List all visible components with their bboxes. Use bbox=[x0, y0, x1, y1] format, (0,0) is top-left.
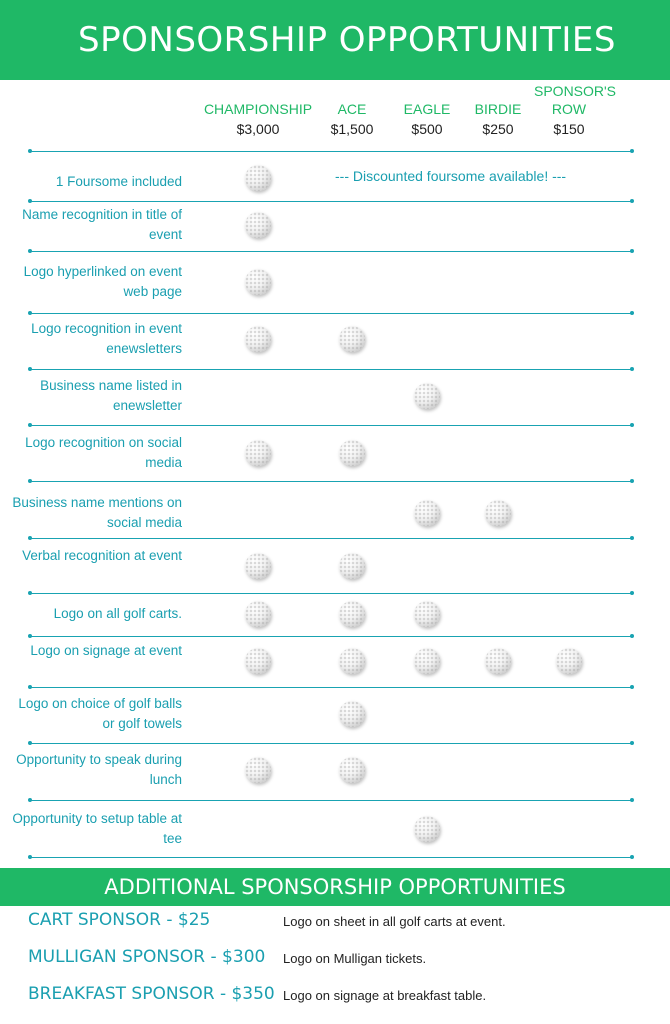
row-divider bbox=[28, 149, 634, 153]
row-divider bbox=[28, 798, 634, 802]
row-divider bbox=[28, 634, 634, 638]
golf-ball-icon bbox=[414, 383, 440, 409]
golf-ball-icon bbox=[245, 269, 271, 295]
golf-ball-icon bbox=[339, 757, 365, 783]
additional-sponsor-name: MULLIGAN SPONSOR - $300 bbox=[28, 947, 266, 967]
golf-ball-icon bbox=[414, 500, 440, 526]
tier-name: BIRDIE bbox=[474, 101, 522, 117]
golf-ball-icon bbox=[339, 648, 365, 674]
golf-ball-icon bbox=[414, 816, 440, 842]
additional-sponsor-description: Logo on signage at breakfast table. bbox=[283, 988, 487, 1003]
tier-column-header: EAGLE $500 bbox=[372, 100, 482, 138]
additional-banner: ADDITIONAL SPONSORSHIP OPPORTUNITIES bbox=[0, 868, 670, 906]
tier-column-header: CHAMPIONSHIP $3,000 bbox=[203, 100, 313, 138]
golf-ball-icon bbox=[414, 648, 440, 674]
tier-name: SPONSOR'S ROW bbox=[534, 83, 617, 117]
tier-name: ACE bbox=[337, 101, 367, 117]
header-banner: SPONSORSHIP OPPORTUNITIES bbox=[0, 0, 670, 80]
row-divider bbox=[28, 311, 634, 315]
benefit-label: Business name listed in enewsletter bbox=[40, 378, 182, 413]
golf-ball-icon bbox=[414, 601, 440, 627]
row-divider bbox=[28, 855, 634, 859]
benefit-label: Business name mentions on social media bbox=[12, 495, 182, 530]
benefit-label: Logo on signage at event bbox=[30, 643, 182, 658]
additional-sponsor-description: Logo on Mulligan tickets. bbox=[283, 951, 427, 966]
benefit-label: Opportunity to setup table at tee bbox=[12, 811, 182, 846]
golf-ball-icon bbox=[339, 440, 365, 466]
tier-price: $3,000 bbox=[236, 121, 280, 137]
tier-price: $250 bbox=[482, 121, 514, 137]
row-divider bbox=[28, 741, 634, 745]
additional-sponsor-name: CART SPONSOR - $25 bbox=[28, 910, 211, 930]
row-divider bbox=[28, 479, 634, 483]
benefit-label: Name recognition in title of event bbox=[22, 207, 182, 242]
golf-ball-icon bbox=[245, 440, 271, 466]
benefit-label: Logo recognition on social media bbox=[25, 435, 182, 470]
tier-price: $500 bbox=[411, 121, 443, 137]
benefit-label: Verbal recognition at event bbox=[22, 548, 182, 563]
golf-ball-icon bbox=[245, 553, 271, 579]
golf-ball-icon bbox=[485, 648, 511, 674]
tier-column-header: BIRDIE $250 bbox=[443, 100, 553, 138]
golf-ball-icon bbox=[339, 553, 365, 579]
tier-name: CHAMPIONSHIP bbox=[203, 101, 313, 117]
golf-ball-icon bbox=[245, 757, 271, 783]
golf-ball-icon bbox=[339, 701, 365, 727]
golf-ball-icon bbox=[245, 212, 271, 238]
additional-sponsor-name: BREAKFAST SPONSOR - $350 bbox=[28, 984, 275, 1004]
golf-ball-icon bbox=[245, 601, 271, 627]
golf-ball-icon bbox=[485, 500, 511, 526]
benefit-label: Opportunity to speak during lunch bbox=[16, 752, 182, 787]
benefit-label: Logo on choice of golf balls or golf tow… bbox=[18, 696, 182, 731]
tier-column-header: ACE $1,500 bbox=[297, 100, 407, 138]
golf-ball-icon bbox=[556, 648, 582, 674]
row-divider bbox=[28, 536, 634, 540]
page-title: SPONSORSHIP OPPORTUNITIES bbox=[78, 20, 616, 60]
benefit-label: 1 Foursome included bbox=[55, 174, 182, 189]
row-divider bbox=[28, 199, 634, 203]
row-divider bbox=[28, 591, 634, 595]
golf-ball-icon bbox=[339, 601, 365, 627]
row-divider bbox=[28, 367, 634, 371]
tier-price: $150 bbox=[553, 121, 585, 137]
golf-ball-icon bbox=[245, 165, 271, 191]
benefit-label: Logo on all golf carts. bbox=[53, 606, 182, 621]
golf-ball-icon bbox=[245, 326, 271, 352]
tier-column-header: SPONSOR'S ROW $150 bbox=[514, 82, 624, 138]
discount-note: --- Discounted foursome available! --- bbox=[335, 168, 567, 184]
additional-title: ADDITIONAL SPONSORSHIP OPPORTUNITIES bbox=[104, 875, 566, 899]
golf-ball-icon bbox=[339, 326, 365, 352]
row-divider bbox=[28, 423, 634, 427]
golf-ball-icon bbox=[245, 648, 271, 674]
row-divider bbox=[28, 249, 634, 253]
tier-price: $1,500 bbox=[330, 121, 374, 137]
additional-sponsor-description: Logo on sheet in all golf carts at event… bbox=[283, 914, 506, 929]
benefit-label: Logo hyperlinked on event web page bbox=[23, 264, 182, 299]
tier-name: EAGLE bbox=[403, 101, 451, 117]
benefit-label: Logo recognition in event enewsletters bbox=[31, 321, 182, 356]
row-divider bbox=[28, 685, 634, 689]
